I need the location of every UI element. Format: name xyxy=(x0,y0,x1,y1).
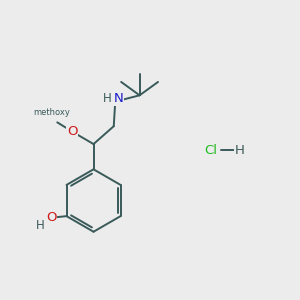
Text: methoxy: methoxy xyxy=(33,108,70,117)
Text: O: O xyxy=(46,211,56,224)
Text: O: O xyxy=(67,125,77,138)
Text: H: H xyxy=(235,143,245,157)
Text: H: H xyxy=(36,219,45,232)
Text: Cl: Cl xyxy=(204,143,218,157)
Text: N: N xyxy=(113,92,123,105)
Text: H: H xyxy=(103,92,111,105)
